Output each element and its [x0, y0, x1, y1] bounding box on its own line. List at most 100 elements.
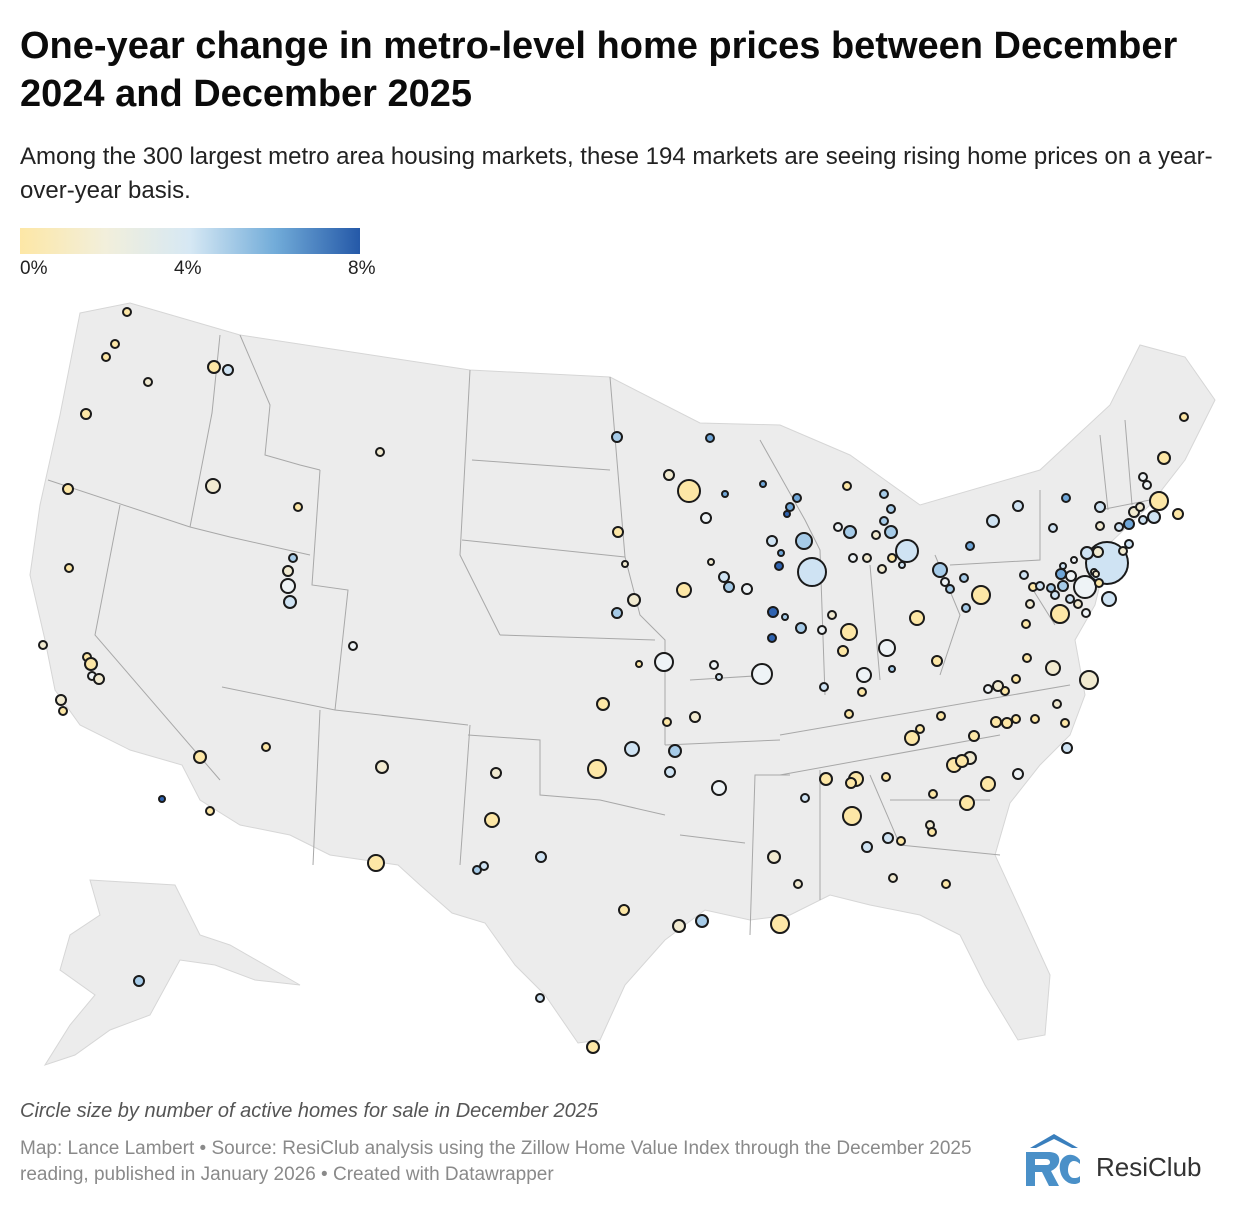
metro-dot[interactable]	[1142, 480, 1152, 490]
metro-dot[interactable]	[898, 561, 906, 569]
metro-dot[interactable]	[282, 565, 294, 577]
metro-dot[interactable]	[992, 680, 1004, 692]
metro-dot[interactable]	[793, 879, 803, 889]
metro-dot[interactable]	[586, 1040, 600, 1054]
metro-dot[interactable]	[1094, 578, 1104, 588]
metro-dot[interactable]	[1147, 510, 1161, 524]
metro-dot[interactable]	[887, 553, 897, 563]
metro-dot[interactable]	[472, 865, 482, 875]
metro-dot[interactable]	[668, 744, 682, 758]
metro-dot[interactable]	[627, 593, 641, 607]
metro-dot[interactable]	[877, 564, 887, 574]
metro-dot[interactable]	[222, 364, 234, 376]
metro-dot[interactable]	[709, 660, 719, 670]
metro-dot[interactable]	[945, 584, 955, 594]
metro-dot[interactable]	[842, 806, 862, 826]
metro-dot[interactable]	[936, 711, 946, 721]
metro-dot[interactable]	[800, 793, 810, 803]
metro-dot[interactable]	[718, 571, 730, 583]
metro-dot[interactable]	[774, 561, 784, 571]
metro-dot[interactable]	[1030, 714, 1040, 724]
metro-dot[interactable]	[1123, 518, 1135, 530]
metro-dot[interactable]	[1035, 581, 1045, 591]
metro-dot[interactable]	[931, 655, 943, 667]
metro-dot[interactable]	[1048, 523, 1058, 533]
metro-dot[interactable]	[795, 532, 813, 550]
metro-dot[interactable]	[959, 795, 975, 811]
metro-dot[interactable]	[624, 741, 640, 757]
metro-dot[interactable]	[158, 795, 166, 803]
metro-dot[interactable]	[58, 706, 68, 716]
metro-dot[interactable]	[842, 481, 852, 491]
metro-dot[interactable]	[965, 541, 975, 551]
metro-dot[interactable]	[1118, 546, 1128, 556]
metro-dot[interactable]	[971, 585, 991, 605]
metro-dot[interactable]	[781, 613, 789, 621]
metro-dot[interactable]	[837, 645, 849, 657]
metro-dot[interactable]	[654, 652, 674, 672]
metro-dot[interactable]	[723, 581, 735, 593]
metro-dot[interactable]	[1019, 570, 1029, 580]
metro-dot[interactable]	[819, 772, 833, 786]
metro-dot[interactable]	[848, 553, 858, 563]
metro-dot[interactable]	[1135, 502, 1145, 512]
metro-dot[interactable]	[663, 469, 675, 481]
metro-dot[interactable]	[1092, 570, 1100, 578]
metro-dot[interactable]	[621, 560, 629, 568]
metro-dot[interactable]	[1011, 674, 1021, 684]
metro-dot[interactable]	[367, 854, 385, 872]
metro-dot[interactable]	[490, 767, 502, 779]
metro-dot[interactable]	[1050, 604, 1070, 624]
metro-dot[interactable]	[293, 502, 303, 512]
metro-dot[interactable]	[1012, 500, 1024, 512]
metro-dot[interactable]	[55, 694, 67, 706]
metro-dot[interactable]	[940, 577, 950, 587]
metro-dot[interactable]	[968, 730, 980, 742]
metro-dot[interactable]	[888, 665, 896, 673]
metro-dot[interactable]	[1149, 491, 1169, 511]
metro-dot[interactable]	[1114, 522, 1124, 532]
metro-dot[interactable]	[1172, 508, 1184, 520]
metro-dot[interactable]	[1001, 717, 1013, 729]
metro-dot[interactable]	[611, 607, 623, 619]
resiclub-brand[interactable]: ResiClub	[1022, 1130, 1222, 1190]
metro-dot[interactable]	[62, 483, 74, 495]
metro-dot[interactable]	[879, 516, 889, 526]
metro-dot[interactable]	[844, 709, 854, 719]
metro-dot[interactable]	[80, 408, 92, 420]
metro-dot[interactable]	[751, 663, 773, 685]
metro-dot[interactable]	[881, 772, 891, 782]
metro-dot[interactable]	[375, 760, 389, 774]
metro-dot[interactable]	[1012, 768, 1024, 780]
metro-dot[interactable]	[64, 563, 74, 573]
metro-dot[interactable]	[1094, 501, 1106, 513]
metro-dot[interactable]	[133, 975, 145, 987]
metro-dot[interactable]	[1055, 568, 1067, 580]
metro-dot[interactable]	[904, 730, 920, 746]
metro-dot[interactable]	[983, 684, 993, 694]
metro-dot[interactable]	[1101, 591, 1117, 607]
metro-dot[interactable]	[1095, 521, 1105, 531]
metro-dot[interactable]	[348, 641, 358, 651]
metro-dot[interactable]	[535, 851, 547, 863]
metro-dot[interactable]	[193, 750, 207, 764]
metro-dot[interactable]	[677, 479, 701, 503]
metro-dot[interactable]	[792, 493, 802, 503]
metro-dot[interactable]	[1073, 599, 1083, 609]
metro-dot[interactable]	[1025, 599, 1035, 609]
metro-dot[interactable]	[283, 595, 297, 609]
metro-dot[interactable]	[611, 431, 623, 443]
metro-dot[interactable]	[1092, 546, 1104, 558]
metro-dot[interactable]	[817, 625, 827, 635]
metro-dot[interactable]	[84, 657, 98, 671]
metro-dot[interactable]	[990, 716, 1002, 728]
metro-dot[interactable]	[1060, 718, 1070, 728]
metro-dot[interactable]	[961, 603, 971, 613]
metro-dot[interactable]	[1021, 619, 1031, 629]
metro-dot[interactable]	[38, 640, 48, 650]
metro-dot[interactable]	[207, 360, 221, 374]
metro-dot[interactable]	[93, 673, 105, 685]
metro-dot[interactable]	[711, 780, 727, 796]
metro-dot[interactable]	[856, 667, 872, 683]
metro-dot[interactable]	[1061, 742, 1073, 754]
